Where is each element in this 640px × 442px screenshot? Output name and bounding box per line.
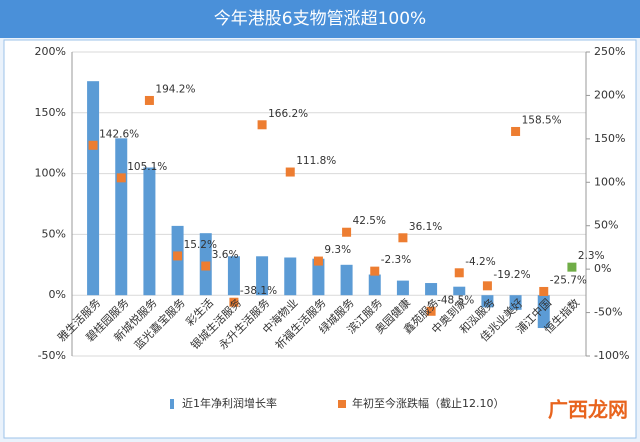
marker [426, 306, 436, 316]
bar [143, 167, 156, 296]
bar [227, 256, 240, 296]
marker [567, 262, 577, 272]
data-label: 142.6% [99, 128, 139, 140]
data-label: 2.3% [578, 250, 605, 262]
marker [342, 227, 352, 237]
data-label: 105.1% [127, 161, 167, 173]
data-label: 111.8% [296, 155, 336, 167]
legend-label: 年初至今涨跌幅（截止12.10） [352, 396, 505, 410]
data-label: -19.2% [493, 269, 530, 281]
bar [171, 225, 184, 296]
marker [539, 286, 549, 296]
bar [312, 258, 325, 296]
bar [396, 280, 409, 296]
chart-title: 今年港股6支物管涨超100% [214, 9, 426, 29]
data-label: 158.5% [522, 114, 562, 126]
y-tick-label: 0% [49, 288, 66, 301]
marker [173, 251, 183, 261]
y2-tick-label: 100% [594, 175, 625, 188]
marker [370, 266, 380, 276]
title-bar [0, 0, 640, 38]
y2-tick-label: 150% [594, 132, 625, 145]
marker [229, 297, 239, 307]
bar [425, 283, 438, 296]
data-label: 3.6% [212, 249, 239, 261]
legend-label: 近1年净利润增长率 [182, 396, 277, 410]
marker [257, 120, 267, 130]
data-label: 36.1% [409, 221, 442, 233]
y2-tick-label: 250% [594, 45, 625, 58]
marker [482, 281, 492, 291]
y-tick-label: -50% [38, 349, 66, 362]
marker [511, 126, 521, 136]
watermark: 广西龙网 [548, 398, 628, 422]
data-label: 9.3% [324, 244, 351, 256]
data-label: 42.5% [353, 215, 386, 227]
marker [144, 95, 154, 105]
data-label: -48.5% [437, 294, 474, 306]
marker [313, 256, 323, 266]
data-label: 194.2% [155, 83, 195, 95]
bar [340, 264, 353, 296]
y2-tick-label: -100% [594, 349, 629, 362]
bar [284, 257, 297, 296]
plot-panel [3, 39, 637, 439]
data-label: 15.2% [184, 239, 217, 251]
bar [537, 295, 550, 329]
legend-swatch [170, 399, 174, 409]
legend-swatch [338, 400, 346, 408]
y-tick-label: 150% [35, 106, 66, 119]
marker [398, 233, 408, 243]
data-label: 166.2% [268, 108, 308, 120]
bar [453, 286, 466, 296]
bar [256, 256, 269, 296]
marker [201, 261, 211, 271]
bar [509, 295, 522, 310]
y-tick-label: 50% [42, 227, 66, 240]
data-label: -4.2% [465, 256, 495, 268]
y2-tick-label: 0% [594, 262, 611, 275]
data-label: -2.3% [381, 254, 411, 266]
bar [368, 274, 381, 296]
bar [87, 81, 100, 296]
y-tick-label: 200% [35, 45, 66, 58]
data-label: -38.1% [240, 285, 277, 297]
y-tick-label: 100% [35, 167, 66, 180]
marker [88, 140, 98, 150]
bar [115, 138, 128, 296]
y2-tick-label: 200% [594, 88, 625, 101]
marker [116, 173, 126, 183]
data-label: -25.7% [550, 274, 587, 286]
y2-tick-label: 50% [594, 219, 618, 232]
marker [285, 167, 295, 177]
bar [481, 295, 494, 308]
y2-tick-label: -50% [594, 306, 622, 319]
marker [454, 268, 464, 278]
